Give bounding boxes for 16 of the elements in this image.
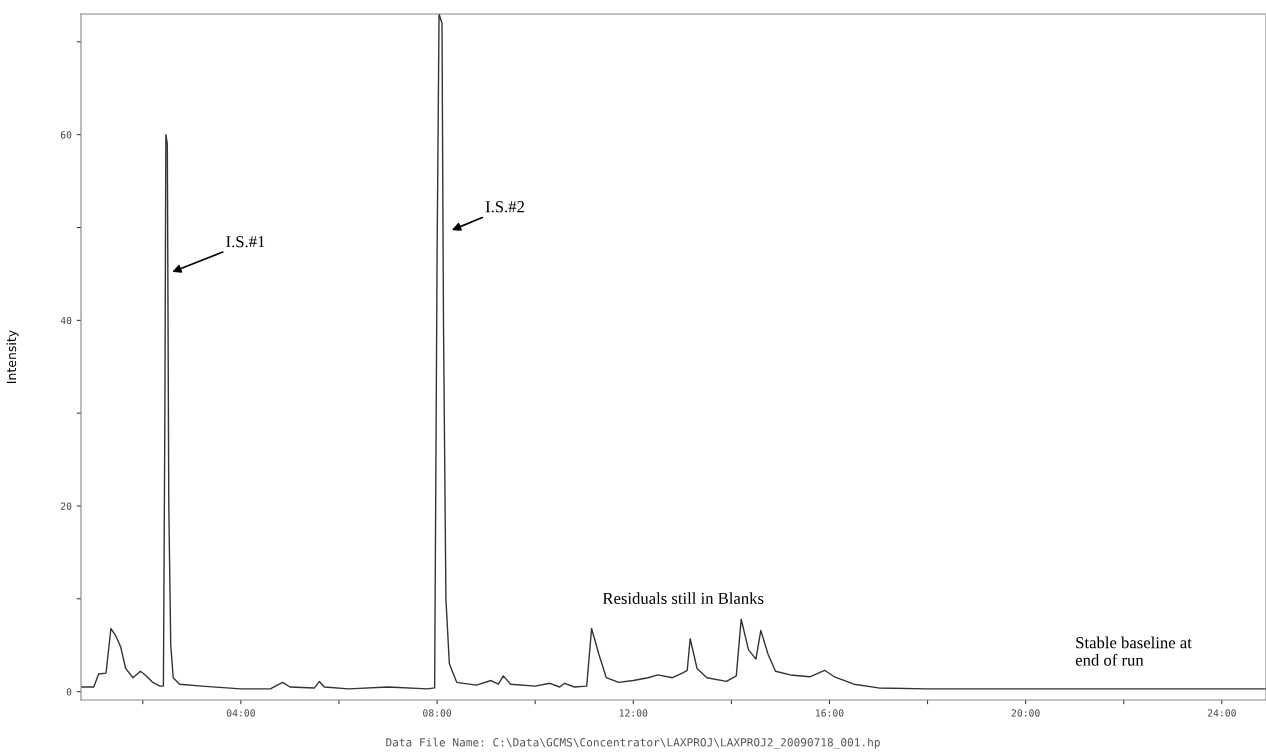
x-tick-label: 24:00 [1207,709,1236,717]
annotation: Residuals still in Blanks [602,592,764,604]
x-tick-label: 20:00 [1011,709,1040,717]
annotation: I.S.#1 [226,236,265,248]
x-tick-label: 12:00 [619,709,648,717]
y-tick-label: 0 [66,688,72,696]
y-axis-title: Intensity [6,330,19,383]
x-tick-label: 04:00 [226,709,255,717]
annotation: Stable baseline at end of run [1075,636,1192,666]
text: Data File Name: C:\Data\GCMS\Concentrator\LAXPROJ\LAXPROJ2_20090718_001.hp [386,737,880,749]
annotation: I.S.#2 [485,201,524,213]
x-tick-label: 16:00 [816,709,844,717]
y-tick-label: 20 [60,502,72,510]
y-tick-label: 60 [60,131,72,139]
y-tick-label: 40 [60,316,72,325]
x-tick-label: 08:00 [423,709,452,717]
